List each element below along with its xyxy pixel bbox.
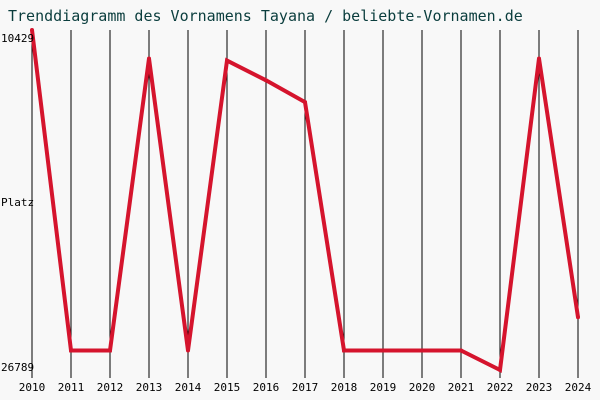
data-point-2022	[498, 368, 502, 372]
data-point-2018	[342, 348, 346, 353]
y-tick-label-top: 10429	[1, 32, 34, 45]
series-layer	[30, 28, 580, 374]
x-tick-label: 2017	[292, 381, 319, 394]
x-tick-label: 2021	[448, 381, 475, 394]
x-tick-label: 2011	[58, 381, 85, 394]
data-point-2011	[69, 348, 73, 353]
data-point-2019	[381, 348, 385, 353]
y-axis-label: Platz	[1, 196, 34, 209]
data-point-2023	[537, 56, 541, 61]
x-tick-label: 2010	[19, 381, 46, 394]
tick-labels: 2010 2011 2012 2013 2014 2015 2016 2017 2018 2019…	[1, 32, 592, 394]
x-tick-label: 2020	[409, 381, 436, 394]
data-point-2014	[186, 348, 190, 353]
data-point-2015	[225, 58, 229, 63]
grid-lines	[31, 30, 579, 378]
x-tick-label: 2022	[487, 381, 514, 394]
data-point-2013	[147, 56, 151, 61]
chart-title: Trenddiagramm des Vornamens Tayana / bel…	[8, 7, 523, 25]
x-tick-label: 2014	[175, 381, 202, 394]
x-tick-label: 2018	[331, 381, 358, 394]
x-tick-label: 2013	[136, 381, 163, 394]
data-point-2012	[108, 348, 112, 353]
data-point-2020	[420, 348, 424, 353]
data-point-2017	[303, 100, 307, 105]
x-tick-label: 2024	[565, 381, 592, 394]
x-tick-label: 2019	[370, 381, 397, 394]
data-point-2010	[30, 28, 34, 32]
x-tick-label: 2012	[97, 381, 124, 394]
y-tick-label-bottom: 26789	[1, 361, 34, 374]
data-point-2024	[576, 315, 580, 320]
x-tick-label: 2023	[526, 381, 553, 394]
x-tick-label: 2015	[214, 381, 241, 394]
data-point-2021	[459, 348, 463, 353]
x-tick-label: 2016	[253, 381, 280, 394]
data-point-2016	[264, 78, 268, 83]
